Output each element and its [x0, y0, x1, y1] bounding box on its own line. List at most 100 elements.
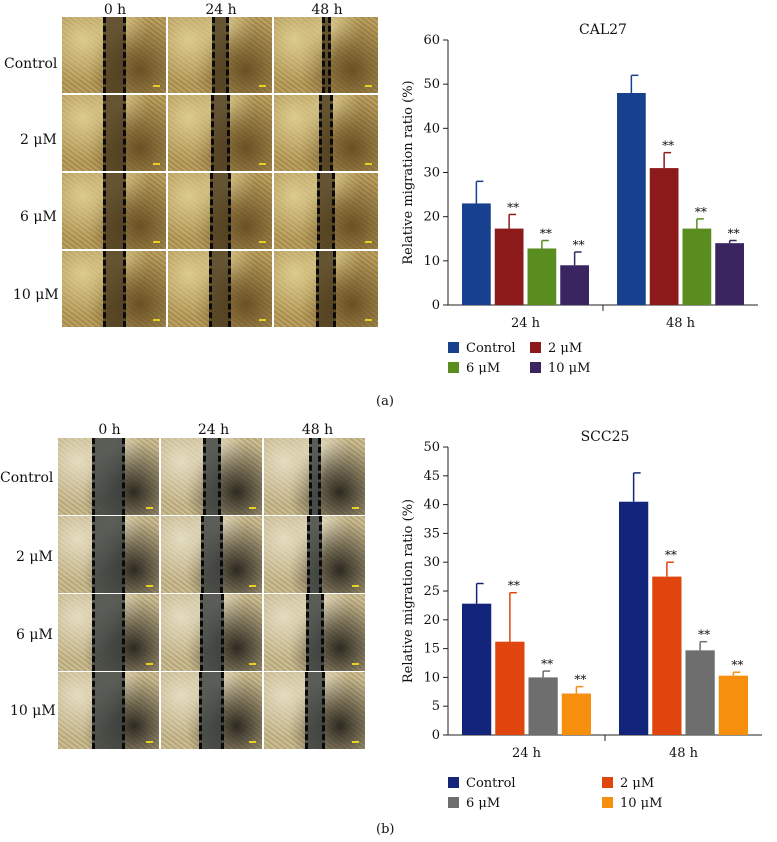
bar-6-μm: [685, 650, 715, 735]
scratch-edge-left: [319, 95, 322, 171]
micrograph-grid-a: 0 h 24 h 48 h Control 2 μM 6 μM 10 μM: [0, 0, 380, 340]
scratch-edge-right: [218, 438, 221, 515]
scratch-edge-right: [228, 251, 231, 327]
scale-bar: [153, 85, 160, 87]
y-tick-label: 30: [423, 555, 440, 570]
scratch-edge-right: [122, 516, 125, 593]
scratch-gap: [209, 251, 231, 327]
y-tick-label: 35: [423, 526, 440, 541]
column-label-48h: 48 h: [301, 422, 334, 438]
column-label-0h: 0 h: [98, 422, 121, 438]
significance-marker: **: [698, 628, 710, 642]
scratch-edge-right: [123, 17, 126, 93]
column-label-0h: 0 h: [103, 2, 127, 18]
column-label-48h: 48 h: [311, 2, 343, 18]
scratch-gap: [199, 672, 224, 749]
scratch-gap: [103, 251, 126, 327]
scratch-gap: [307, 516, 322, 593]
scratch-edge-right: [123, 95, 126, 171]
scratch-gap: [317, 173, 335, 249]
scratch-micrograph: [161, 516, 262, 593]
row-label-10um: 10 μM: [13, 287, 59, 303]
scratch-edge-left: [306, 594, 309, 671]
bar-2-μm: [652, 576, 682, 735]
scale-bar: [365, 319, 372, 321]
scale-bar: [259, 241, 266, 243]
scratch-edge-right: [123, 251, 126, 327]
bar-2-μm: [494, 228, 524, 305]
scratch-gap: [92, 672, 125, 749]
scratch-micrograph: [62, 95, 166, 171]
scratch-edge-left: [92, 516, 95, 593]
scratch-edge-left: [209, 251, 212, 327]
legend-swatch: [530, 362, 541, 373]
scale-bar: [259, 85, 266, 87]
legend-swatch: [602, 797, 613, 808]
legend-label: Control: [466, 341, 516, 356]
significance-marker: **: [662, 139, 674, 153]
scratch-micrograph: [274, 173, 378, 249]
chart-legend: Control 2 μM 6 μM 10 μM: [448, 341, 590, 376]
scratch-micrograph: [168, 95, 272, 171]
scratch-micrograph: [161, 594, 262, 671]
bar-10-μm: [560, 265, 589, 305]
scratch-edge-right: [319, 516, 322, 593]
y-tick-label: 0: [432, 728, 440, 743]
scale-bar: [259, 319, 266, 321]
scratch-gap: [211, 95, 230, 171]
scratch-gap: [103, 173, 126, 249]
scratch-edge-right: [122, 438, 125, 515]
scratch-edge-right: [221, 672, 224, 749]
scratch-micrograph: [62, 251, 166, 327]
panel-label-a: (a): [376, 394, 394, 409]
column-label-24h: 24 h: [197, 422, 230, 438]
scratch-edge-left: [103, 17, 106, 93]
chart-axes: 0 5 10 15 20 25 30 35 40 45 50 24 h 48 h: [423, 440, 762, 761]
scratch-edge-right: [228, 173, 231, 249]
y-tick-label: 20: [423, 613, 440, 628]
scratch-edge-left: [201, 516, 204, 593]
legend-swatch: [448, 362, 459, 373]
legend-label: 2 μM: [620, 776, 654, 791]
y-tick-label: 0: [432, 298, 440, 313]
y-tick-label: 40: [423, 121, 440, 136]
scratch-edge-right: [330, 95, 333, 171]
scale-bar: [249, 585, 256, 587]
y-tick-label: 40: [423, 498, 440, 513]
y-tick-label: 30: [423, 166, 440, 181]
bar-6-μm: [527, 248, 557, 305]
significance-marker: **: [574, 673, 586, 687]
scratch-micrograph: [168, 251, 272, 327]
scratch-micrograph: [62, 173, 166, 249]
bar-10-μm: [718, 675, 748, 735]
legend-swatch: [602, 777, 613, 788]
bar-control: [617, 93, 646, 305]
bar-control: [462, 603, 492, 735]
scratch-edge-right: [122, 672, 125, 749]
scratch-gap: [92, 438, 125, 515]
scale-bar: [365, 241, 372, 243]
scratch-edge-left: [92, 594, 95, 671]
scratch-micrograph: [161, 438, 262, 515]
scratch-micrograph: [58, 672, 159, 749]
row-label-6um: 6 μM: [20, 209, 57, 225]
scale-bar: [249, 663, 256, 665]
significance-marker: **: [507, 200, 519, 214]
scratch-gap: [103, 95, 126, 171]
bar-chart-scc25: 0 5 10 15 20 25 30 35 40 45 50 24 h 48 h SCC25 Relativ…: [401, 429, 762, 811]
scale-bar: [249, 507, 256, 509]
significance-marker: **: [728, 227, 740, 241]
scale-bar: [153, 319, 160, 321]
y-axis-label: Relative migration ratio (%): [401, 499, 416, 683]
y-tick-label: 10: [423, 254, 440, 269]
scratch-edge-left: [316, 251, 319, 327]
y-axis-label: Relative migration ratio (%): [401, 80, 416, 264]
scratch-micrograph: [58, 438, 159, 515]
scratch-edge-right: [333, 251, 336, 327]
scratch-edge-right: [220, 516, 223, 593]
scale-bar: [146, 741, 153, 743]
y-tick-label: 25: [423, 584, 440, 599]
scratch-micrograph: [274, 17, 378, 93]
y-tick-label: 15: [423, 642, 440, 657]
scratch-edge-right: [322, 672, 325, 749]
